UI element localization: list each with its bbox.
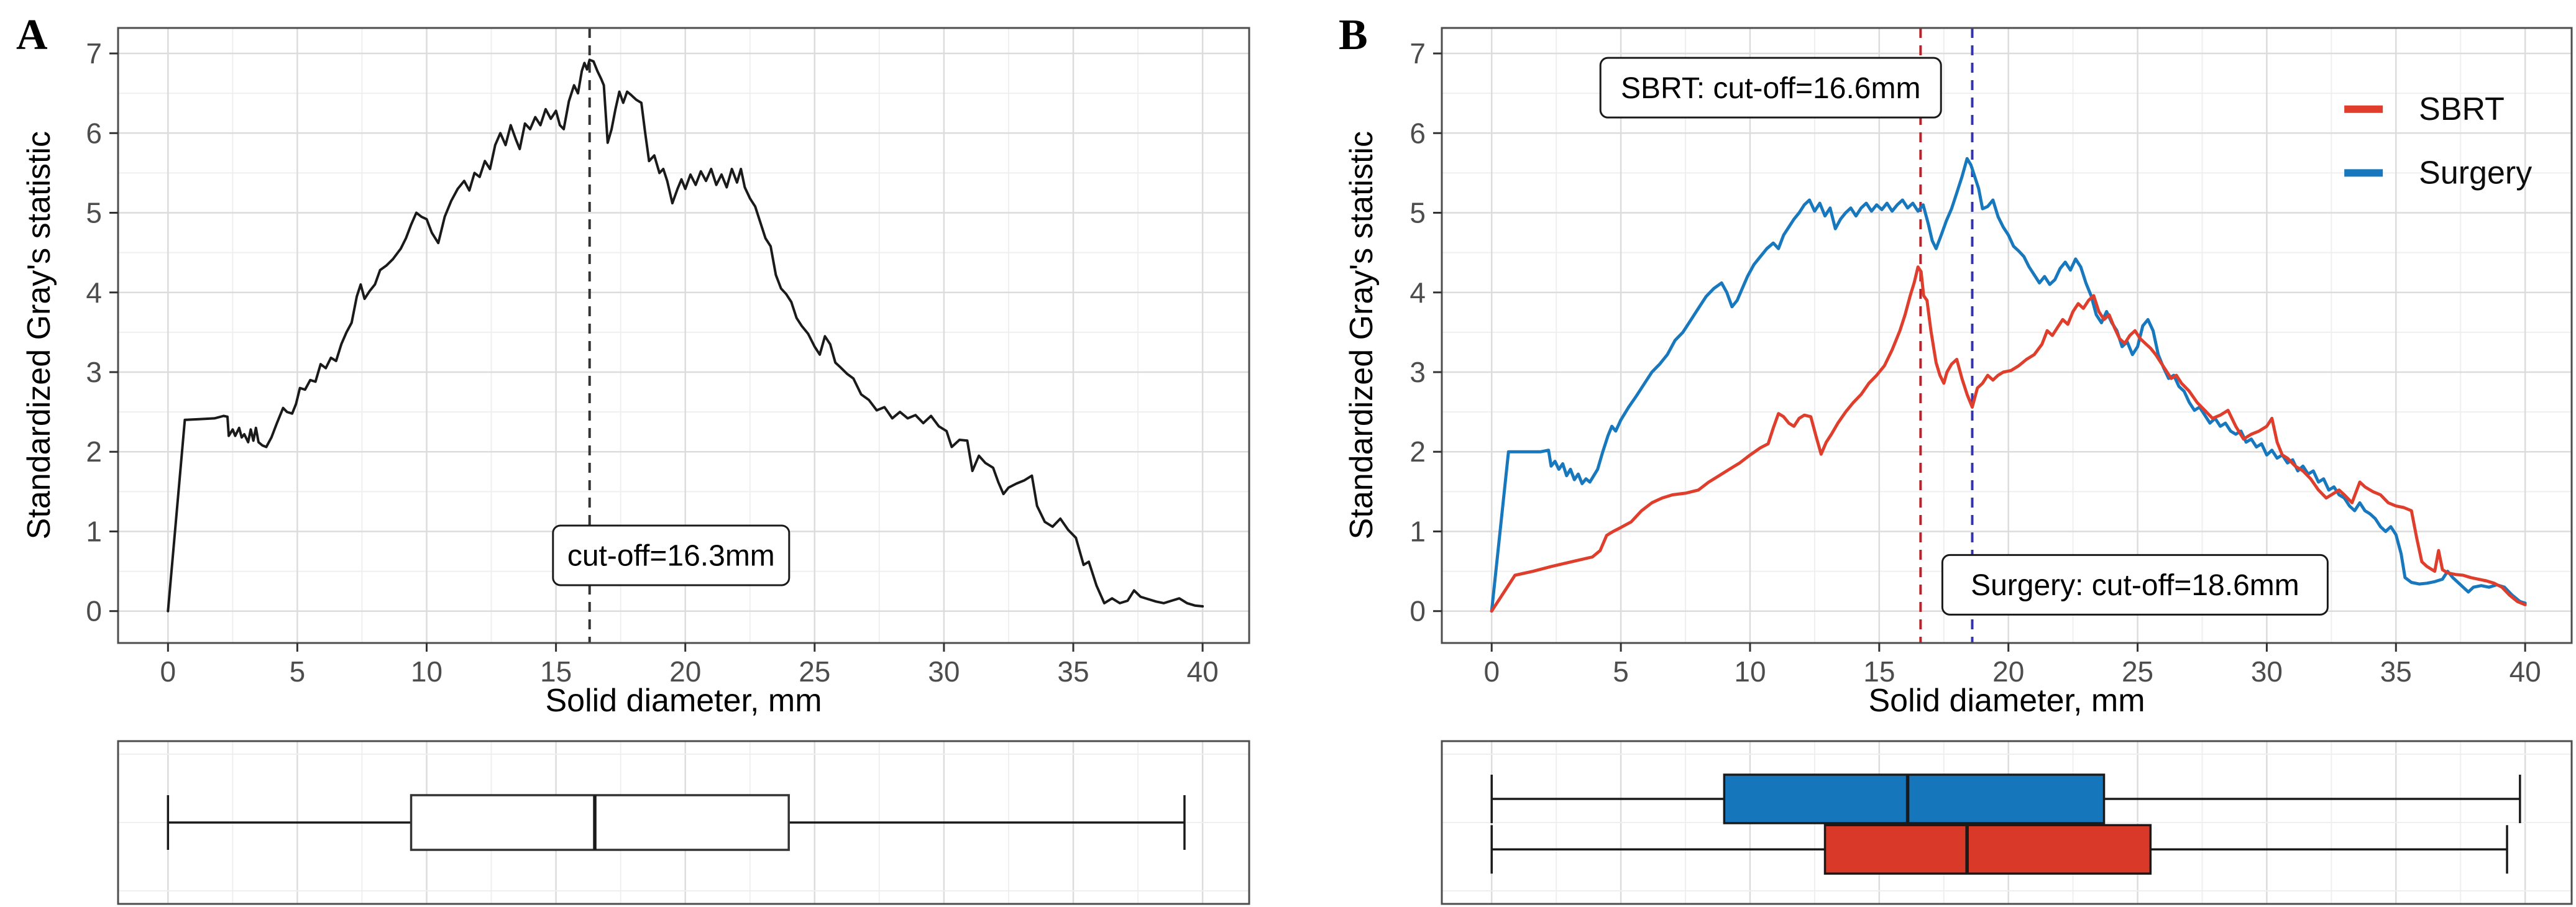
panel-a-y-tick-label: 7 — [86, 37, 102, 70]
panel-b-y-tick-label: 3 — [1409, 356, 1426, 388]
panel-b-x-tick-label: 5 — [1613, 655, 1629, 688]
panel-a-x-tick-label: 20 — [669, 655, 701, 688]
panel-a-y-tick-label: 4 — [86, 276, 102, 309]
panel-a-y-tick-label: 2 — [86, 435, 102, 468]
panel-b-legend-label-sbrt: SBRT — [2419, 91, 2505, 127]
panel-a-x-axis-title: Solid diameter, mm — [545, 683, 822, 719]
panel-a-x-tick-label: 40 — [1186, 655, 1218, 688]
panel-b-border — [1441, 27, 2573, 644]
panel-b-curve-sbrt — [1490, 265, 2527, 613]
panel-b-x-tick-label: 30 — [2251, 655, 2283, 688]
panel-b-y-axis-title: Standardized Gray's statistic — [1327, 0, 1396, 671]
panel-b-boxplot-box-sbrt-iqr — [1823, 824, 2152, 875]
panel-b-boxplot-box-surgery-iqr — [1723, 773, 2106, 824]
panel-b-annotation-box-0 — [1599, 57, 1942, 119]
panel-b-legend-label-surgery: Surgery — [2419, 155, 2532, 191]
panel-b-annotation-box-1 — [1941, 554, 2329, 616]
panel-b-x-tick-label: 35 — [2380, 655, 2412, 688]
panel-b-curve-surgery — [1490, 157, 2527, 613]
panel-a-y-axis-title-text: Standardized Gray's statistic — [21, 131, 57, 540]
panel-a-y-tick-label: 0 — [86, 595, 102, 627]
panel-a-border — [117, 27, 1250, 644]
panel-a-x-tick-label: 0 — [160, 655, 176, 688]
panel-a-boxplot-box-all-patients-iqr — [410, 794, 790, 851]
panel-a-annotation-text-0: cut-off=16.3mm — [567, 540, 775, 573]
panel-a-letter: A — [16, 11, 48, 59]
panel-b-x-tick-label: 20 — [1992, 655, 2024, 688]
panel-b-x-tick-label: 25 — [2122, 655, 2153, 688]
panel-a-x-tick-label: 15 — [540, 655, 572, 688]
panel-b-y-tick-label: 4 — [1409, 276, 1426, 309]
panel-a-x-tick-label: 5 — [290, 655, 306, 688]
panel-b-x-tick-label: 10 — [1734, 655, 1766, 688]
panel-b-y-tick-label: 6 — [1409, 117, 1426, 149]
panel-b-y-tick-label: 7 — [1409, 37, 1426, 70]
panel-a-y-tick-label: 5 — [86, 197, 102, 229]
panel-b-x-tick-label: 40 — [2510, 655, 2541, 688]
panel-a-curve-all patients — [167, 58, 1204, 613]
panel-a-boxplot-border — [117, 740, 1250, 905]
panel-b-y-tick-label: 0 — [1409, 595, 1426, 627]
panel-b-y-tick-label: 1 — [1409, 515, 1426, 547]
panel-b-x-tick-label: 0 — [1483, 655, 1500, 688]
panel-a-annotation-box-0 — [552, 524, 791, 586]
panel-a-x-tick-label: 25 — [799, 655, 830, 688]
panel-b-y-tick-label: 2 — [1409, 435, 1426, 468]
panel-a-y-tick-label: 1 — [86, 515, 102, 547]
panel-a-x-tick-label: 35 — [1057, 655, 1089, 688]
panel-b-annotation-text-0: SBRT: cut-off=16.6mm — [1621, 72, 1920, 105]
panel-a-y-axis-title: Standardized Gray's statistic — [5, 0, 73, 671]
panel-b-annotation-text-1: Surgery: cut-off=18.6mm — [1971, 569, 2299, 602]
panel-a-y-tick-label: 6 — [86, 117, 102, 149]
panel-b-x-tick-label: 15 — [1863, 655, 1895, 688]
panel-b-boxplot-border — [1441, 740, 2573, 905]
panel-a-x-tick-label: 30 — [928, 655, 960, 688]
panel-a-y-tick-label: 3 — [86, 356, 102, 388]
panel-b-y-axis-title-text: Standardized Gray's statistic — [1344, 131, 1380, 540]
panel-b-letter: B — [1339, 11, 1368, 59]
panel-a-x-tick-label: 10 — [411, 655, 442, 688]
panel-b-y-tick-label: 5 — [1409, 197, 1426, 229]
panel-b-x-axis-title: Solid diameter, mm — [1868, 683, 2145, 719]
